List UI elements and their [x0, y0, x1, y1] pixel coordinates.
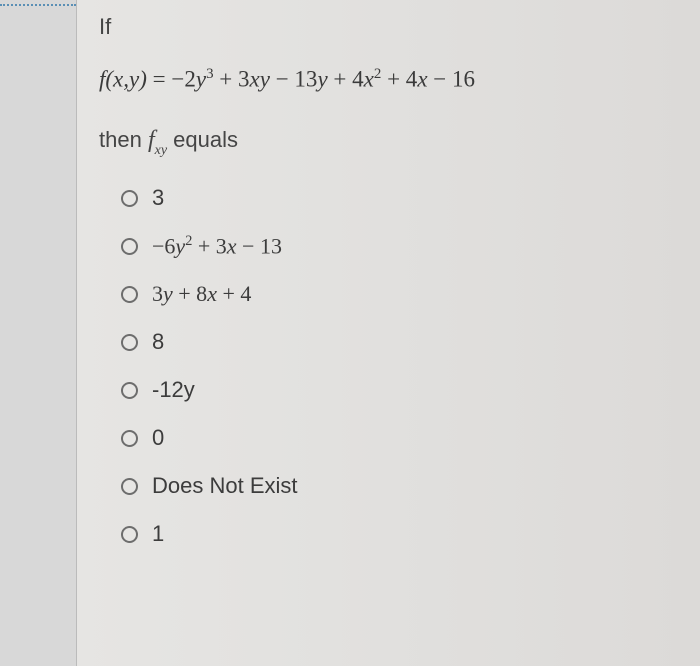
then-line: then fxy equals	[99, 127, 674, 157]
then-f: f	[148, 127, 155, 153]
radio-icon[interactable]	[121, 238, 138, 255]
option-row[interactable]: 8	[121, 329, 674, 355]
radio-icon[interactable]	[121, 430, 138, 447]
then-prefix: then	[99, 127, 148, 152]
option-label: −6y2 + 3x − 13	[152, 233, 282, 259]
option-row[interactable]: 3y + 8x + 4	[121, 281, 674, 307]
option-label: 8	[152, 329, 164, 355]
then-sub: xy	[155, 143, 167, 158]
option-label: 3	[152, 185, 164, 211]
intro-text: If	[99, 14, 674, 40]
options-list: 3 −6y2 + 3x − 13 3y + 8x + 4 8 -12y 0 Does Not…	[99, 185, 674, 547]
radio-icon[interactable]	[121, 382, 138, 399]
radio-icon[interactable]	[121, 526, 138, 543]
option-label: 1	[152, 521, 164, 547]
option-label: Does Not Exist	[152, 473, 298, 499]
option-label: 3y + 8x + 4	[152, 281, 251, 307]
function-equation: f(x,y) = −2y3 + 3xy − 13y + 4x2 + 4x − 1…	[99, 66, 674, 93]
question-panel: If f(x,y) = −2y3 + 3xy − 13y + 4x2 + 4x …	[76, 0, 700, 666]
radio-icon[interactable]	[121, 334, 138, 351]
option-label: 0	[152, 425, 164, 451]
radio-icon[interactable]	[121, 286, 138, 303]
question-content: If f(x,y) = −2y3 + 3xy − 13y + 4x2 + 4x …	[77, 0, 700, 589]
option-row[interactable]: 1	[121, 521, 674, 547]
option-row[interactable]: −6y2 + 3x − 13	[121, 233, 674, 259]
option-row[interactable]: -12y	[121, 377, 674, 403]
option-label: -12y	[152, 377, 195, 403]
option-row[interactable]: Does Not Exist	[121, 473, 674, 499]
option-row[interactable]: 3	[121, 185, 674, 211]
radio-icon[interactable]	[121, 190, 138, 207]
option-row[interactable]: 0	[121, 425, 674, 451]
dotted-divider	[0, 4, 76, 6]
then-suffix: equals	[167, 127, 238, 152]
radio-icon[interactable]	[121, 478, 138, 495]
